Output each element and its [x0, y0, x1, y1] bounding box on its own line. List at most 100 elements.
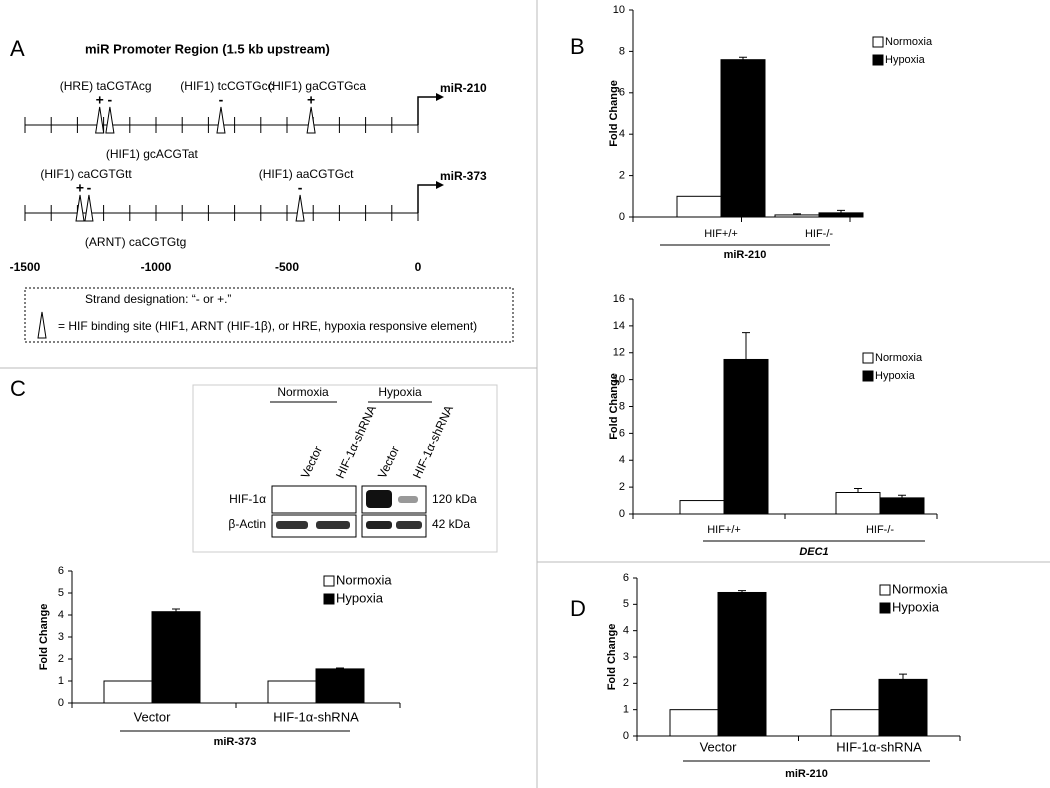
x-tick-label: HIF-/-	[805, 228, 833, 240]
legend-text: Strand designation: “- or +.”	[85, 292, 231, 306]
y-tick-label: 14	[613, 320, 625, 332]
y-tick-label: 6	[58, 565, 64, 577]
y-tick-label: 2	[619, 170, 625, 182]
band	[366, 490, 392, 508]
y-tick-label: 8	[619, 400, 625, 412]
x-axis-label: miR-373	[214, 736, 257, 748]
binding-site	[306, 106, 316, 134]
site-label: (HIF1) tcCGTGcc	[180, 79, 273, 93]
y-tick-label: 6	[623, 572, 629, 584]
gene-name: miR-210	[440, 81, 487, 95]
y-tick-label: 4	[623, 625, 629, 637]
band	[398, 496, 418, 503]
legend-swatch	[879, 584, 891, 596]
lane-label: Vector	[375, 444, 402, 481]
panel-label: B	[570, 34, 585, 59]
bar	[717, 591, 767, 737]
scale-label: -500	[275, 260, 299, 274]
blot-panel	[271, 514, 357, 538]
scale-label: -1000	[141, 260, 172, 274]
legend-label: Hypoxia	[336, 590, 384, 605]
binding-site	[95, 106, 105, 134]
bar	[151, 611, 201, 704]
band	[316, 521, 350, 529]
error-bar	[793, 213, 801, 215]
y-tick-label: 3	[623, 651, 629, 663]
y-axis-label: Fold Change	[606, 624, 618, 691]
legend-label: Hypoxia	[875, 370, 916, 382]
blot-panel	[361, 514, 427, 538]
strand: +	[307, 92, 315, 108]
legend-swatch	[323, 593, 335, 605]
y-tick-label: 0	[623, 730, 629, 742]
x-tick-label: HIF-1α-shRNA	[836, 739, 922, 754]
x-axis-label: miR-210	[785, 768, 828, 780]
panel-label: D	[570, 596, 586, 621]
y-tick-label: 1	[58, 675, 64, 687]
binding-site	[295, 194, 305, 222]
site-label: (HIF1) caCGTGtt	[40, 167, 132, 181]
arrow-head	[436, 181, 444, 189]
y-axis-label: Fold Change	[608, 373, 620, 440]
y-tick-label: 10	[613, 4, 625, 16]
scale-label: -1500	[10, 260, 41, 274]
legend-label: Normoxia	[892, 581, 948, 596]
bar	[879, 497, 925, 515]
error-bar	[739, 56, 747, 60]
y-tick-label: 0	[619, 211, 625, 223]
promoter-title: miR Promoter Region (1.5 kb upstream)	[85, 41, 330, 56]
bar	[720, 59, 766, 218]
error-bar	[899, 673, 907, 680]
bar	[835, 492, 881, 515]
site-label: (HIF1) aaCGTGct	[259, 167, 354, 181]
tss-arrow	[417, 184, 438, 213]
site-label: (HIF1) gcACGTat	[106, 147, 199, 161]
bar	[676, 195, 722, 218]
tss-arrow	[417, 96, 438, 125]
legend-label: Normoxia	[885, 36, 933, 48]
strand: -	[298, 180, 303, 196]
bar	[774, 214, 820, 218]
lane-label: HIF-1α-shRNA	[333, 403, 379, 480]
bar	[669, 709, 719, 737]
gene-name: miR-373	[440, 169, 487, 183]
x-tick-label: HIF+/+	[707, 524, 741, 536]
y-tick-label: 4	[619, 128, 625, 140]
y-tick-label: 5	[58, 587, 64, 599]
error-bar	[837, 209, 845, 213]
site-label: (HRE) taCGTAcg	[60, 79, 152, 93]
blot-row: HIF-1α	[229, 492, 266, 506]
error-bar	[898, 494, 906, 498]
y-tick-label: 10	[613, 374, 625, 386]
blot-condition: Normoxia	[277, 385, 329, 399]
y-tick-label: 16	[613, 293, 625, 305]
lane-label: Vector	[298, 444, 325, 481]
y-tick-label: 5	[623, 598, 629, 610]
x-tick-label: Vector	[134, 709, 172, 724]
legend-label: Hypoxia	[885, 54, 926, 66]
blot-frame	[192, 384, 498, 553]
strand: -	[108, 92, 113, 108]
x-tick-label: HIF-/-	[866, 524, 894, 536]
strand: +	[76, 180, 84, 196]
legend-swatch	[862, 352, 874, 364]
bar	[830, 709, 880, 737]
y-tick-label: 4	[58, 609, 64, 621]
bar	[315, 668, 365, 704]
legend-swatch	[323, 575, 335, 587]
bar	[878, 678, 928, 737]
y-tick-label: 4	[619, 454, 625, 466]
arrow-head	[436, 93, 444, 101]
lane-label: HIF-1α-shRNA	[410, 403, 456, 480]
strand: -	[219, 92, 224, 108]
bar	[103, 680, 153, 704]
y-axis-label: Fold Change	[608, 80, 620, 147]
bar	[818, 212, 864, 218]
binding-site	[216, 106, 226, 134]
legend-label: Normoxia	[336, 572, 392, 587]
x-tick-label: HIF-1α-shRNA	[273, 709, 359, 724]
y-tick-label: 0	[58, 697, 64, 709]
x-tick-label: Vector	[700, 739, 738, 754]
x-axis-label: DEC1	[799, 546, 828, 558]
